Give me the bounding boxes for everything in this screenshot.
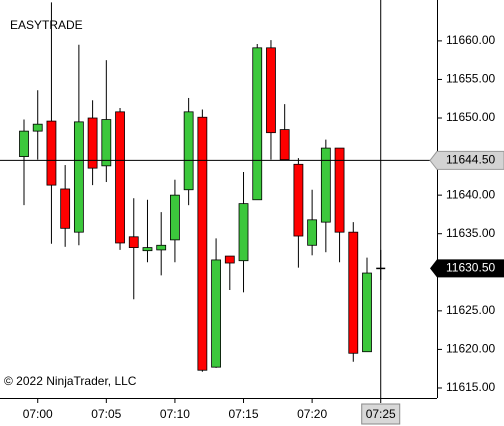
candle-body bbox=[115, 111, 125, 244]
candle-body bbox=[279, 129, 290, 161]
candle-body bbox=[183, 111, 194, 191]
x-tick-label: 07:20 bbox=[297, 407, 327, 421]
x-crosshair-label-box bbox=[361, 403, 401, 425]
candle-body bbox=[348, 231, 359, 354]
candle-body bbox=[19, 130, 29, 157]
crosshair-price-box bbox=[429, 150, 504, 170]
candle-body bbox=[252, 47, 263, 201]
candle-body bbox=[362, 272, 372, 353]
candle-body bbox=[334, 147, 345, 233]
crosshair-price-label: 11644.50 bbox=[446, 153, 495, 167]
candle-body bbox=[156, 244, 167, 251]
candle-body bbox=[170, 194, 180, 241]
y-tick-label: 11640.00 bbox=[446, 187, 495, 201]
last-price-label: 11630.50 bbox=[446, 261, 495, 275]
y-tick-label: 11635.00 bbox=[446, 226, 495, 240]
x-tick-label: 07:05 bbox=[91, 407, 121, 421]
copyright: © 2022 NinjaTrader, LLC bbox=[4, 374, 137, 388]
candle-body bbox=[293, 163, 304, 237]
candle-body bbox=[87, 117, 98, 169]
y-tick-label: 11655.00 bbox=[446, 72, 495, 86]
y-tick-label: 11625.00 bbox=[446, 303, 495, 317]
candle-body bbox=[32, 123, 43, 132]
candle-body bbox=[73, 121, 84, 233]
x-tick-label: 07:00 bbox=[23, 407, 53, 421]
y-tick-label: 11660.00 bbox=[446, 33, 495, 47]
x-tick-label: 07:10 bbox=[160, 407, 190, 421]
y-tick-label: 11620.00 bbox=[446, 342, 495, 356]
candle-body bbox=[238, 203, 249, 262]
candle-body bbox=[60, 188, 71, 229]
y-tick-label: 11650.00 bbox=[446, 110, 495, 124]
chart-title: EASYTRADE bbox=[10, 18, 83, 32]
x-tick-label: 07:15 bbox=[229, 407, 259, 421]
y-tick-label: 11615.00 bbox=[446, 380, 495, 394]
last-price-box bbox=[430, 259, 504, 278]
candle-body bbox=[211, 259, 221, 368]
candle-body bbox=[197, 116, 208, 371]
candle-body bbox=[101, 119, 112, 167]
candle-body bbox=[266, 47, 276, 134]
candle-body bbox=[142, 247, 153, 252]
x-tick-label: 07:25 bbox=[366, 407, 396, 421]
candle-body bbox=[320, 147, 331, 223]
candle-body bbox=[46, 120, 57, 186]
candle-body bbox=[307, 219, 318, 246]
candle-body bbox=[224, 255, 235, 264]
candle-body bbox=[128, 236, 139, 248]
